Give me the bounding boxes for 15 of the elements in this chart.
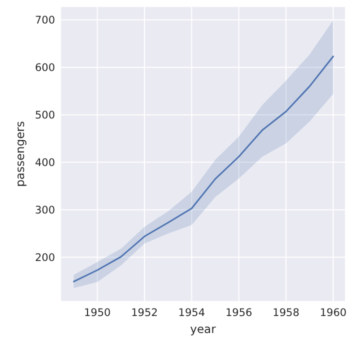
x-tick-label: 1952 xyxy=(131,307,158,319)
y-tick-label: 700 xyxy=(34,14,55,26)
x-tick-label: 1954 xyxy=(178,307,206,319)
y-tick-label: 200 xyxy=(34,252,55,264)
y-tick-label: 500 xyxy=(34,109,55,122)
y-tick-label: 600 xyxy=(34,62,55,74)
x-tick-label: 1950 xyxy=(84,307,111,319)
x-tick-label: 1960 xyxy=(320,307,347,319)
x-tick-label: 1956 xyxy=(225,307,253,319)
y-axis-title: passengers xyxy=(13,121,27,187)
y-tick-label: 300 xyxy=(34,204,55,216)
line-series xyxy=(72,56,334,282)
x-tick-label: 1958 xyxy=(272,307,300,319)
x-axis-title: year xyxy=(190,322,216,336)
y-tick-label: 400 xyxy=(34,156,55,169)
